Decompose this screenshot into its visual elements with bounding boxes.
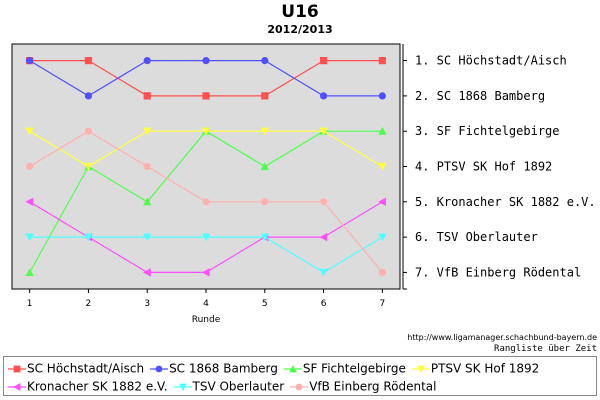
legend-label: Kronacher SK 1882 e.V. <box>27 379 168 394</box>
data-point <box>202 56 210 65</box>
legend-item: SC Höchstadt/Aisch <box>8 359 144 378</box>
x-axis-label: Runde <box>192 315 221 325</box>
legend-swatch <box>150 365 169 372</box>
rank-label: 3. SF Fichtelgebirge <box>415 124 560 138</box>
data-point <box>378 233 387 242</box>
x-tick-label: 7 <box>379 299 385 309</box>
data-point <box>143 233 152 242</box>
legend-swatch <box>290 383 309 390</box>
legend-swatch <box>411 365 430 373</box>
legend-item: PTSV SK Hof 1892 <box>411 359 540 378</box>
data-point <box>378 268 386 277</box>
data-point <box>25 233 34 242</box>
legend-item: Kronacher SK 1882 e.V. <box>8 377 168 396</box>
data-point <box>201 127 211 136</box>
legend-label: VfB Einberg Rödental <box>309 379 437 394</box>
legend-item: SF Fichtelgebirge <box>283 359 406 378</box>
data-point <box>378 92 386 100</box>
rank-label: 2. SC 1868 Bamberg <box>415 89 545 103</box>
legend-row: SC Höchstadt/Aisch SC 1868 Bamberg SF Fich… <box>8 359 545 377</box>
data-point <box>25 197 34 207</box>
legend-swatch <box>173 383 192 391</box>
data-point <box>143 127 152 136</box>
data-point <box>261 92 269 100</box>
chart-subtitle: 2012/2013 <box>267 23 333 36</box>
data-point <box>84 233 93 242</box>
data-point <box>143 268 151 277</box>
x-tick-label: 1 <box>27 299 33 309</box>
legend-item: TSV Oberlauter <box>173 377 285 396</box>
chart-title: U16 <box>281 2 319 22</box>
legend-swatch <box>283 364 302 372</box>
data-point <box>143 162 151 171</box>
data-point <box>319 56 328 65</box>
x-tick-label: 4 <box>203 299 209 309</box>
data-point <box>25 127 34 136</box>
data-point <box>319 198 328 206</box>
rank-label: 4. PTSV SK Hof 1892 <box>415 160 552 174</box>
data-point <box>25 268 34 277</box>
data-point <box>261 56 269 65</box>
x-tick-label: 3 <box>144 299 150 309</box>
legend-item: SC 1868 Bamberg <box>150 359 278 378</box>
legend-label: PTSV SK Hof 1892 <box>430 361 540 376</box>
legend-swatch <box>8 365 26 372</box>
rank-label: 5. Kronacher SK 1882 e.V. <box>415 195 596 209</box>
data-point <box>143 92 151 100</box>
data-point <box>84 92 93 100</box>
data-point <box>378 126 387 135</box>
data-point <box>261 198 269 206</box>
credit-note: Rangliste über Zeit <box>494 344 597 354</box>
data-point <box>319 268 328 277</box>
rank-label: 7. VfB Einberg Rödental <box>415 265 581 279</box>
legend-label: SC 1868 Bamberg <box>169 361 278 376</box>
legend-label: SF Fichtelgebirge <box>302 361 406 376</box>
data-point <box>143 56 151 65</box>
x-tick-label: 6 <box>321 299 327 309</box>
data-point <box>202 92 210 100</box>
x-tick-label: 2 <box>86 299 92 309</box>
data-point <box>260 162 269 171</box>
data-point <box>143 197 152 206</box>
data-point <box>378 197 386 207</box>
data-point <box>202 198 210 206</box>
data-point <box>378 56 386 65</box>
data-point <box>26 162 34 171</box>
data-point <box>84 56 93 65</box>
legend-label: SC Höchstadt/Aisch <box>27 361 145 376</box>
data-point <box>84 162 93 171</box>
data-point <box>201 268 210 277</box>
data-point <box>260 233 269 242</box>
x-tick-label: 5 <box>262 299 268 309</box>
rank-label: 1. SC Höchstadt/Aisch <box>415 54 567 68</box>
plot-area <box>11 43 401 290</box>
data-point <box>260 127 269 136</box>
rank-label: 6. TSV Oberlauter <box>415 230 538 244</box>
chart-legend: SC Höchstadt/Aisch SC 1868 Bamberg SF Fich… <box>3 356 597 396</box>
legend-swatch <box>8 382 26 391</box>
credit-url: http://www.ligamanager.schachbund-bayern… <box>407 333 597 342</box>
legend-label: TSV Oberlauter <box>192 379 285 394</box>
data-point <box>378 162 387 171</box>
data-point <box>319 92 328 100</box>
data-point <box>26 56 34 65</box>
data-point <box>84 127 93 135</box>
legend-row: Kronacher SK 1882 e.V. TSV Oberlauter VfB … <box>8 377 442 395</box>
data-point <box>319 232 328 242</box>
legend-item: VfB Einberg Rödental <box>290 377 436 396</box>
data-point <box>201 233 211 242</box>
data-point <box>319 127 328 136</box>
